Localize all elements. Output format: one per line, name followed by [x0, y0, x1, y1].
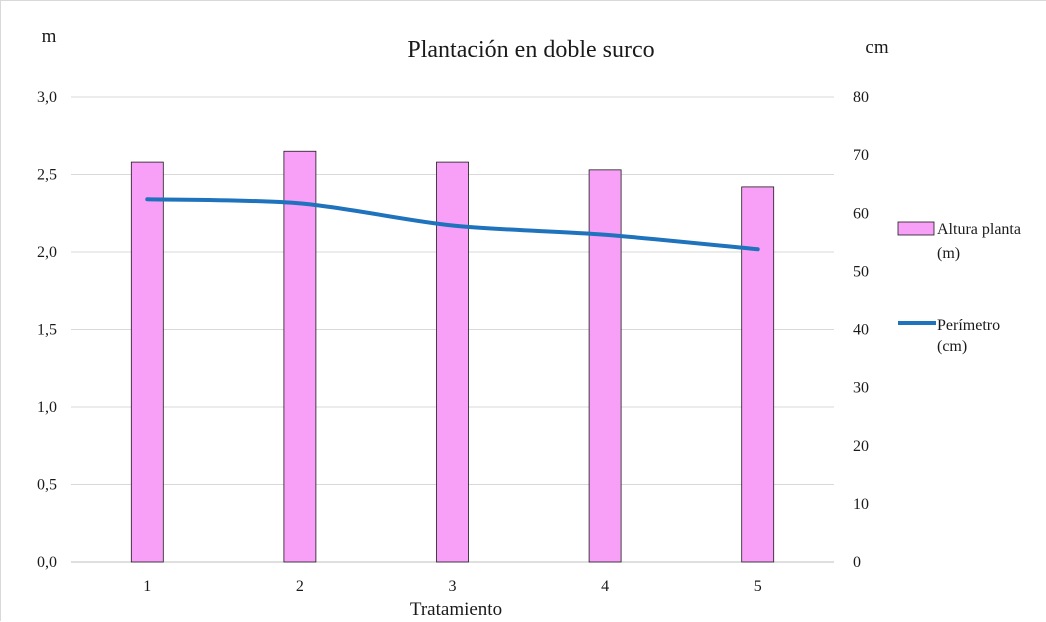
- bar: [588, 169, 622, 563]
- bar-series: [130, 150, 775, 563]
- y-left-tick-label: 0,0: [37, 554, 57, 571]
- y-left-tick-label: 1,0: [37, 399, 57, 416]
- chart-title: Plantación en doble surco: [407, 37, 654, 63]
- y-left-tick-label: 1,5: [37, 322, 57, 339]
- x-tick-label: 5: [754, 578, 762, 595]
- legend: Altura planta (m) Perímetro (cm): [897, 221, 1021, 355]
- y-right-tick-label: 80: [853, 89, 869, 106]
- y-left-tick-label: 2,5: [37, 167, 57, 184]
- y-left-tick-labels: 0,0 0,5 1,0 1,5 2,0 2,5 3,0: [37, 89, 57, 571]
- y-right-axis-label: cm: [865, 37, 888, 58]
- x-tick-labels: 1 2 3 4 5: [143, 578, 761, 595]
- y-right-tick-label: 30: [853, 380, 869, 397]
- y-left-axis-label: m: [42, 26, 57, 47]
- y-right-tick-label: 50: [853, 263, 869, 280]
- y-left-tick-label: 2,0: [37, 244, 57, 261]
- y-right-tick-label: 20: [853, 438, 869, 455]
- bar: [283, 150, 317, 563]
- bar: [741, 186, 775, 563]
- bar: [436, 161, 469, 563]
- bar: [130, 161, 164, 563]
- legend-label-bar: (m): [937, 245, 960, 262]
- y-right-tick-label: 40: [853, 322, 869, 339]
- legend-label-line: (cm): [937, 338, 967, 355]
- line-series: [145, 197, 760, 252]
- y-right-tick-label: 70: [853, 147, 869, 164]
- x-axis-label: Tratamiento: [410, 599, 502, 620]
- legend-label-line: Perímetro: [937, 317, 1000, 334]
- y-right-tick-label: 10: [853, 496, 869, 513]
- x-tick-label: 3: [449, 578, 457, 595]
- y-left-tick-label: 0,5: [37, 477, 57, 494]
- legend-label-bar: Altura planta: [937, 221, 1021, 238]
- y-right-tick-label: 60: [853, 205, 869, 222]
- x-tick-label: 2: [296, 578, 304, 595]
- perimetro-line: [145, 197, 760, 252]
- x-tick-label: 1: [143, 578, 151, 595]
- y-right-tick-labels: 0 10 20 30 40 50 60 70 80: [853, 89, 869, 571]
- y-right-tick-label: 0: [853, 554, 861, 571]
- y-left-tick-label: 3,0: [37, 89, 57, 106]
- x-tick-label: 4: [601, 578, 609, 595]
- legend-swatch-bar: [897, 221, 935, 236]
